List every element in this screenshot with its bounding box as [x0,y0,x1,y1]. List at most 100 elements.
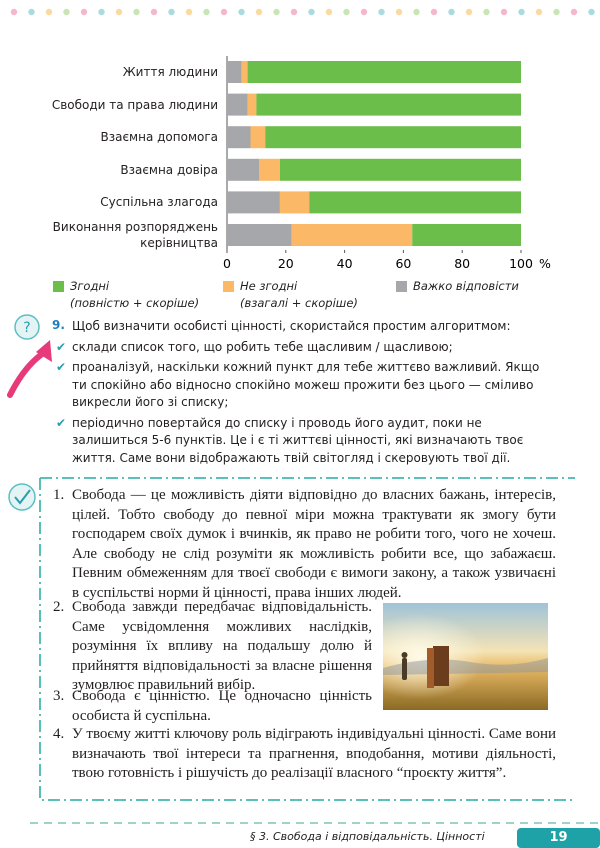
task-intro: Щоб визначити особисті цінності, скорист… [72,319,511,333]
item-text: У твоєму житті ключову роль відіграють і… [72,726,556,781]
dot [220,8,228,16]
dot [133,8,140,16]
chart: 0 20 40 60 80 100% [223,56,551,271]
item-number: 4. [53,726,65,742]
category-label: Взаємна допомога [100,130,219,145]
item-text: Свобода завжди передбачає відповідальніс… [72,599,372,693]
summary-item: 3. Свобода є цінністю. Це одночасно цінні… [53,687,372,726]
dot [430,8,438,16]
photo-door [433,646,449,686]
dot [63,8,70,16]
dot [168,8,175,16]
legend-note: (повністю + скоріше) [70,296,200,310]
photo-door-open [427,648,434,688]
dot [378,8,385,16]
question-icon [14,314,40,340]
item-number: 2. [53,599,65,615]
legend-swatch [223,281,234,292]
bar [412,224,521,246]
check-icon [8,483,36,511]
category-label: Життя людини [122,65,218,79]
photo-person [402,658,407,680]
dot [413,8,420,16]
dot [150,8,158,16]
task: Щоб визначити особисті цінності, скорист… [56,318,547,468]
legend-name: Згодні [70,279,110,293]
bar [227,191,280,214]
dot [518,8,525,16]
x-tick-label: 0 [223,256,231,271]
category-label: Взаємна довіра [120,162,218,177]
dot [80,8,88,16]
dot [238,8,245,16]
summary-item: 4. У твоєму житті ключову роль відіграють… [53,725,556,784]
dot [448,8,455,16]
category-label: Свободи та права людини [51,97,218,112]
dot [588,8,595,16]
dot [115,8,123,16]
dot [203,8,210,16]
bar [309,191,521,214]
task-item: періодично повертайся до списку і провод… [56,415,547,468]
legend-swatch [53,281,64,292]
x-unit: % [539,256,551,271]
legend-item: Важко відповісти [396,278,519,295]
bar [265,126,521,149]
bar [291,224,413,246]
dot [10,8,18,16]
x-tick-label: 80 [454,256,470,271]
dot [185,8,193,16]
bar [247,93,257,116]
legend-swatch [396,281,407,292]
dot [535,8,543,16]
dot [255,8,263,16]
summary-item: 1. Свобода — це можливість діяти відповід… [53,486,556,603]
dot [273,8,280,16]
dot [343,8,350,16]
legend-note: (взагалі + скоріше) [240,296,358,310]
task-item: проаналізуй, наскільки кожний пункт для … [56,359,547,412]
legend-item: Згодні (повністю + скоріше) [53,278,200,312]
legend-name: Важко відповісти [413,279,519,293]
summary-frame [39,477,575,801]
item-text: Свобода — це можливість діяти відповідно… [72,487,556,601]
bar [227,224,292,246]
dot [395,8,403,16]
bar [259,158,280,181]
legend-name: Не згодні [240,279,298,293]
bar [241,61,248,83]
page-tab [517,828,600,848]
footer-section: § 3. Свобода і відповідальність. Цінност… [250,830,485,843]
bar [227,93,248,116]
check-mark [14,489,31,505]
bar [279,191,310,214]
category-label: Суспільна злагода [100,195,218,210]
dot [290,8,298,16]
photo-sun [383,603,548,710]
task-number: 9. [52,318,65,332]
bar [247,61,521,83]
top-dots [10,8,595,16]
dot [45,8,53,16]
x-tick-label: 100 [509,256,533,271]
photo-hills [383,658,548,675]
dot [553,8,560,16]
dot [28,8,35,16]
summary-item: 2. Свобода завжди передбачає відповідальн… [53,598,372,696]
dot [500,8,508,16]
bar [227,61,242,83]
photo-person-head [401,652,408,658]
dot [465,8,473,16]
item-text: Свобода є цінністю. Це одночасно цінніст… [72,688,372,724]
question-mark: ? [23,320,30,336]
x-tick-label: 60 [395,256,411,271]
task-item: склади список того, що робить тебе щасли… [56,339,547,357]
dot [308,8,315,16]
bar [227,158,260,181]
task-items: склади список того, що робить тебе щасли… [56,339,547,468]
x-tick-label: 20 [278,256,294,271]
arrow [7,349,48,398]
dot [98,8,105,16]
